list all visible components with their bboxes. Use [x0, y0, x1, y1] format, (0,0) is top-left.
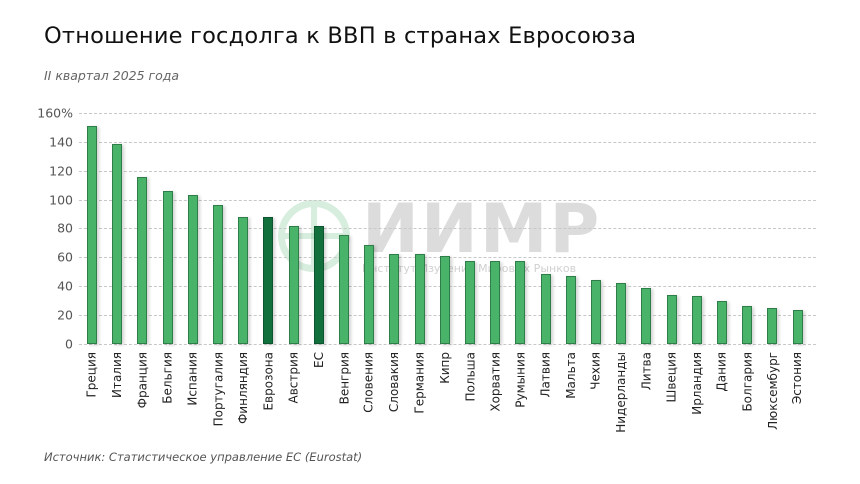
bar — [691, 296, 702, 344]
source-note: Источник: Статистическое управление ЕС (… — [44, 450, 363, 464]
bar — [616, 282, 627, 344]
y-tick-label: 80 — [57, 220, 73, 236]
x-tick-label: Литва — [639, 352, 654, 391]
y-tick-label: 160% — [37, 105, 73, 121]
bar — [288, 225, 299, 344]
bar — [263, 216, 274, 344]
x-tick-label: Испания — [185, 352, 200, 406]
x-tick-label: Португалия — [211, 352, 225, 427]
x-tick-label: Ирландия — [689, 352, 704, 415]
x-tick-label: Швеция — [664, 352, 679, 403]
bar — [238, 216, 249, 344]
bar — [414, 253, 425, 344]
x-tick-label: Болгария — [740, 352, 755, 412]
bar — [767, 307, 778, 344]
gridline — [79, 170, 816, 172]
gridline — [79, 228, 816, 230]
y-tick-label: 120 — [49, 163, 73, 179]
bar — [213, 204, 223, 344]
x-tick-label: Словения — [362, 352, 377, 413]
x-tick-label: Хорватия — [488, 352, 503, 412]
x-tick-label: Бельгия — [160, 352, 175, 404]
bar — [112, 144, 123, 344]
x-tick-label: Словакия — [387, 352, 402, 413]
bar — [87, 125, 97, 344]
x-tick-label: Германия — [412, 352, 427, 414]
y-tick-label: 20 — [57, 307, 73, 323]
chart-title: Отношение госдолга к ВВП в странах Еврос… — [44, 23, 637, 49]
gridline — [79, 344, 816, 345]
bar — [339, 234, 349, 344]
y-tick-label: 40 — [57, 278, 73, 294]
bar — [313, 225, 324, 344]
y-tick-label: 0 — [65, 336, 73, 352]
x-tick-label: Польша — [463, 352, 477, 402]
x-tick-label: ЕС — [311, 352, 326, 368]
bar — [666, 295, 677, 344]
x-tick-label: Греция — [85, 352, 99, 398]
bar — [162, 190, 173, 344]
x-tick-label: Нидерланды — [614, 352, 629, 433]
x-tick-label: Люксембург — [765, 352, 780, 430]
bar — [515, 261, 526, 344]
bar — [540, 274, 551, 344]
bar — [187, 194, 198, 344]
x-tick-label: Австрия — [286, 352, 301, 404]
x-tick-label: Румыния — [513, 352, 528, 408]
x-tick-label: Эстония — [790, 352, 805, 405]
bar — [792, 310, 803, 344]
x-tick-label: Латвия — [538, 352, 553, 398]
x-tick-label: Италия — [110, 352, 125, 399]
bar — [565, 276, 576, 344]
x-tick-label: Чехия — [589, 352, 603, 390]
bar — [439, 255, 450, 344]
x-tick-label: Дания — [715, 352, 729, 392]
gridline — [79, 199, 816, 201]
bar — [742, 305, 753, 344]
chart-subtitle: II квартал 2025 года — [44, 68, 180, 83]
bar — [465, 260, 475, 344]
bar — [641, 287, 652, 344]
y-tick-label: 140 — [49, 134, 73, 150]
y-tick-label: 100 — [49, 192, 73, 207]
bar — [591, 280, 601, 344]
x-tick-label: Мальта — [563, 352, 578, 399]
bar — [137, 176, 148, 344]
x-tick-label: Венгрия — [337, 352, 351, 405]
x-tick-label: Кипр — [437, 352, 452, 384]
gridline — [79, 112, 816, 114]
x-tick-label: Еврозона — [261, 352, 276, 411]
bar — [364, 244, 375, 344]
bar — [490, 260, 501, 344]
x-tick-label: Франция — [135, 352, 150, 409]
x-tick-label: Финляндия — [236, 352, 251, 425]
gridline — [79, 141, 816, 143]
bar — [389, 253, 400, 344]
y-tick-label: 60 — [57, 249, 73, 265]
bar — [717, 300, 727, 344]
